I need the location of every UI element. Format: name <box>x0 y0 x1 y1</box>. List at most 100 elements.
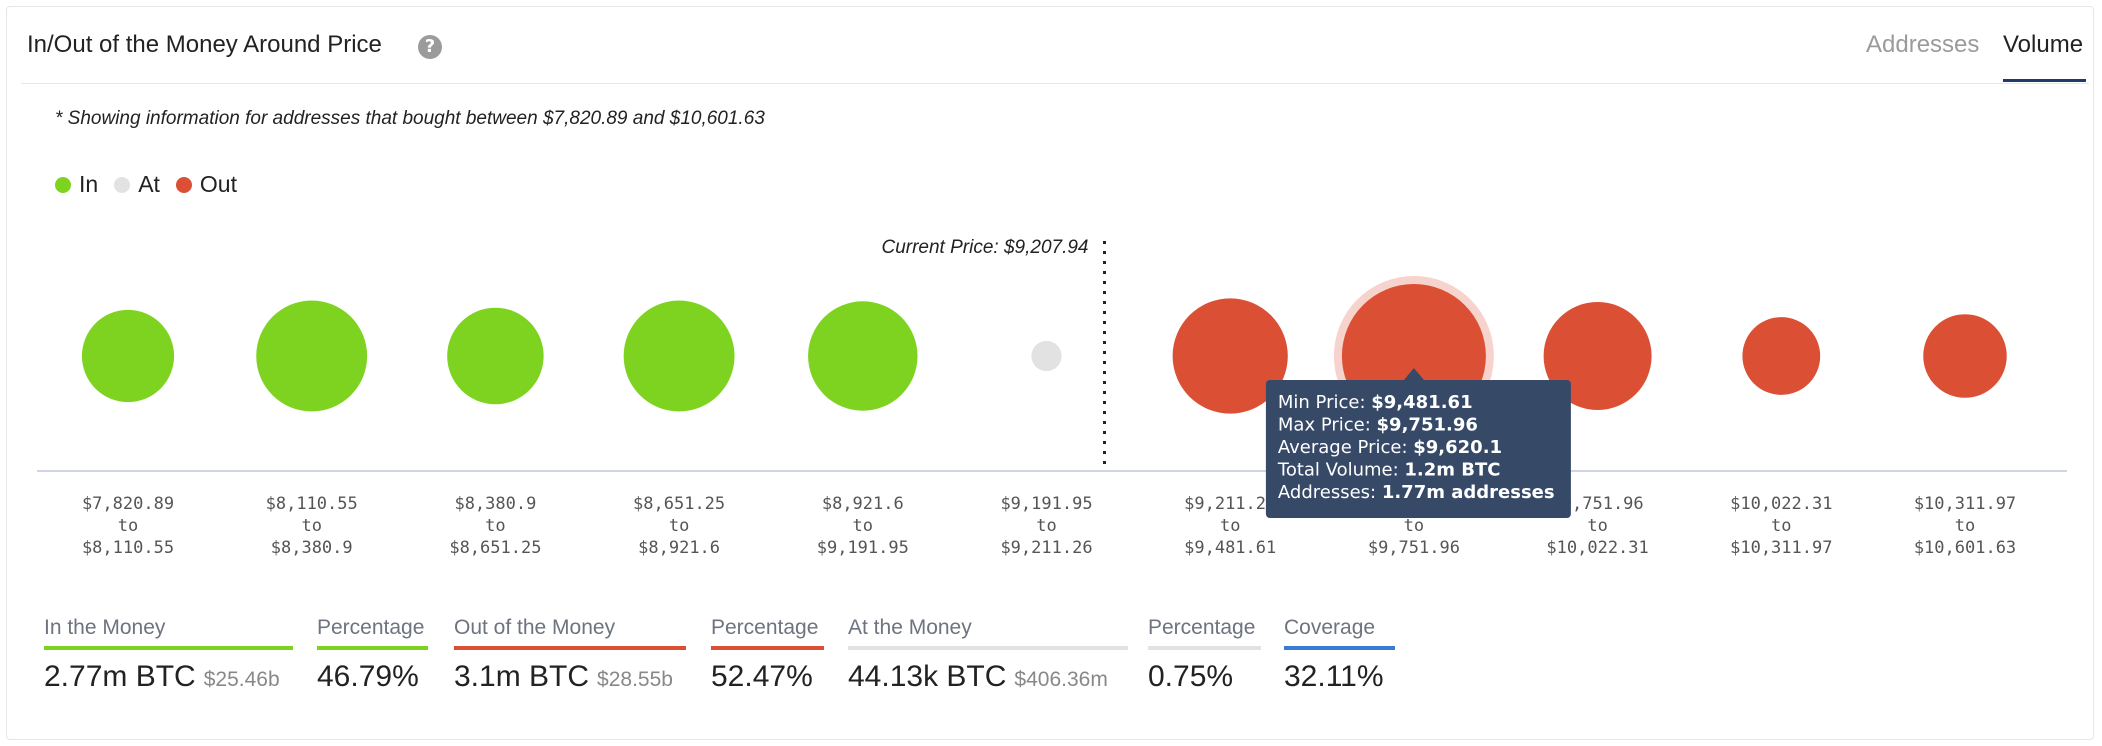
legend-item-in[interactable]: In <box>55 171 98 198</box>
x-tick-label: $9,191.95 <box>817 538 909 558</box>
legend-item-out[interactable]: Out <box>175 171 237 198</box>
stat-value: 32.11% <box>1284 660 1384 693</box>
stat-label: Out of the Money <box>454 616 616 639</box>
x-tick-label: $8,921.6 <box>638 538 720 558</box>
help-icon[interactable]: ? <box>418 35 442 59</box>
tooltip-row: Average Price: $9,620.1 <box>1278 437 1502 458</box>
x-tick-label: $9,191.95 <box>1000 494 1092 514</box>
bubble-out[interactable] <box>1172 298 1288 414</box>
tooltip-row-label: Addresses: <box>1278 482 1382 503</box>
tooltip-row-label: Total Volume: <box>1277 460 1405 481</box>
legend: In At Out <box>55 171 253 198</box>
tooltip-row-label: Max Price: <box>1278 415 1377 436</box>
current-price-label: Current Price: $9,207.94 <box>881 237 1088 258</box>
stat-usd-value: $406.36m <box>1014 668 1108 691</box>
x-tick-label: to <box>669 516 689 536</box>
stat-bar <box>317 646 428 650</box>
stat-value: 2.77m BTC $25.46b <box>44 660 280 693</box>
x-tick-label: $8,380.9 <box>271 538 353 558</box>
x-tick-label: $8,380.9 <box>454 494 536 514</box>
bubble-out[interactable] <box>1742 317 1821 395</box>
x-tick-label: $8,651.25 <box>633 494 725 514</box>
stat-value: 3.1m BTC $28.55b <box>454 660 673 693</box>
stat-at-the-money: At the Money 44.13k BTC $406.36m <box>848 616 1128 694</box>
iomap-card: In/Out of the Money Around Price ? Addre… <box>6 6 2094 740</box>
legend-label-at: At <box>138 171 160 197</box>
legend-dot-at <box>114 176 131 193</box>
legend-label-out: Out <box>199 171 237 197</box>
tooltip-row-value: 1.2m BTC <box>1404 460 1500 481</box>
stat-label: At the Money <box>848 616 972 639</box>
page-title: In/Out of the Money Around Price <box>27 31 382 58</box>
x-tick-label: to <box>1955 516 1975 536</box>
tooltip-row: Total Volume: 1.2m BTC <box>1277 460 1501 481</box>
active-tab-indicator <box>2003 79 2086 82</box>
x-tick-label: $10,311.97 <box>1914 494 2016 514</box>
bubble-in[interactable] <box>623 300 735 412</box>
header-divider <box>21 83 2089 84</box>
x-tick-label: $7,820.89 <box>82 494 174 514</box>
bubble-out[interactable] <box>1923 314 2007 398</box>
x-tick-label: $9,481.61 <box>1184 538 1276 558</box>
stat-value: 46.79% <box>317 660 419 693</box>
x-tick-label: to <box>485 516 505 536</box>
stat-label: Percentage <box>1148 616 1256 639</box>
x-tick-label: to <box>1036 516 1056 536</box>
stat-label: Coverage <box>1284 616 1376 639</box>
stat-in-percentage: Percentage 46.79% <box>317 616 428 694</box>
x-tick-label: $8,110.55 <box>266 494 358 514</box>
x-tick-label: to <box>1587 516 1607 536</box>
x-tick-label: $8,651.25 <box>449 538 541 558</box>
x-tick-label: to <box>1404 516 1424 536</box>
tooltip-row: Min Price: $9,481.61 <box>1278 392 1473 413</box>
x-tick-label: to <box>301 516 321 536</box>
legend-label-in: In <box>79 171 99 197</box>
x-tick-label: $10,601.63 <box>1914 538 2016 558</box>
tooltip-row-value: $9,620.1 <box>1413 437 1502 458</box>
bubble-in[interactable] <box>447 307 544 405</box>
range-note: * Showing information for addresses that… <box>55 108 765 129</box>
tab-volume[interactable]: Volume <box>2003 31 2084 58</box>
bubble-in[interactable] <box>81 309 175 403</box>
tooltip-row-label: Average Price: <box>1278 437 1413 458</box>
legend-dot-in <box>55 176 71 193</box>
bubble-in[interactable] <box>808 301 918 411</box>
stat-label: Percentage <box>711 616 819 639</box>
stat-label: In the Money <box>44 616 166 639</box>
tooltip-row: Addresses: 1.77m addresses <box>1278 482 1555 503</box>
stat-coverage: Coverage 32.11% <box>1284 616 1395 694</box>
legend-item-at[interactable]: At <box>114 171 160 198</box>
bubble-in[interactable] <box>256 300 368 412</box>
stat-bar <box>1284 646 1395 650</box>
tab-addresses[interactable]: Addresses <box>1866 31 1980 58</box>
tooltip-box <box>1265 380 1571 518</box>
x-tick-label: $10,311.97 <box>1730 538 1832 558</box>
stat-label: Percentage <box>317 616 425 639</box>
bubble-at[interactable] <box>1031 340 1062 372</box>
x-tick-label: $9,751.96 <box>1552 494 1644 514</box>
x-tick-label: $9,211.26 <box>1184 494 1276 514</box>
stat-out-of-the-money: Out of the Money 3.1m BTC $28.55b <box>454 616 686 694</box>
x-tick-label: $8,921.6 <box>822 494 904 514</box>
stat-at-percentage: Percentage 0.75% <box>1148 616 1261 694</box>
x-tick-label: to <box>1220 516 1240 536</box>
stat-bar <box>711 646 824 650</box>
tooltip-row-value: $9,481.61 <box>1371 392 1472 413</box>
stat-bar <box>44 646 293 650</box>
stat-value: 44.13k BTC $406.36m <box>848 660 1108 693</box>
x-tick-label: to <box>853 516 873 536</box>
tooltip-row-value: 1.77m addresses <box>1382 482 1555 503</box>
x-tick-label: to <box>1771 516 1791 536</box>
bubble-chart: Current Price: $9,207.94$7,820.89to$8,11… <box>37 237 2067 558</box>
stat-value: 0.75% <box>1148 660 1234 693</box>
tooltip-row-value: $9,751.96 <box>1377 415 1478 436</box>
x-tick-label: $10,022.31 <box>1730 494 1832 514</box>
stat-value: 52.47% <box>711 660 813 693</box>
x-tick-label: $9,211.26 <box>1000 538 1092 558</box>
tooltip-row: Max Price: $9,751.96 <box>1278 415 1478 436</box>
x-tick-label: $9,751.96 <box>1368 538 1460 558</box>
tooltip-pointer <box>1403 368 1424 380</box>
x-tick-label: $10,022.31 <box>1546 538 1648 558</box>
stat-usd-value: $25.46b <box>203 668 280 691</box>
legend-dot-out <box>175 176 192 193</box>
